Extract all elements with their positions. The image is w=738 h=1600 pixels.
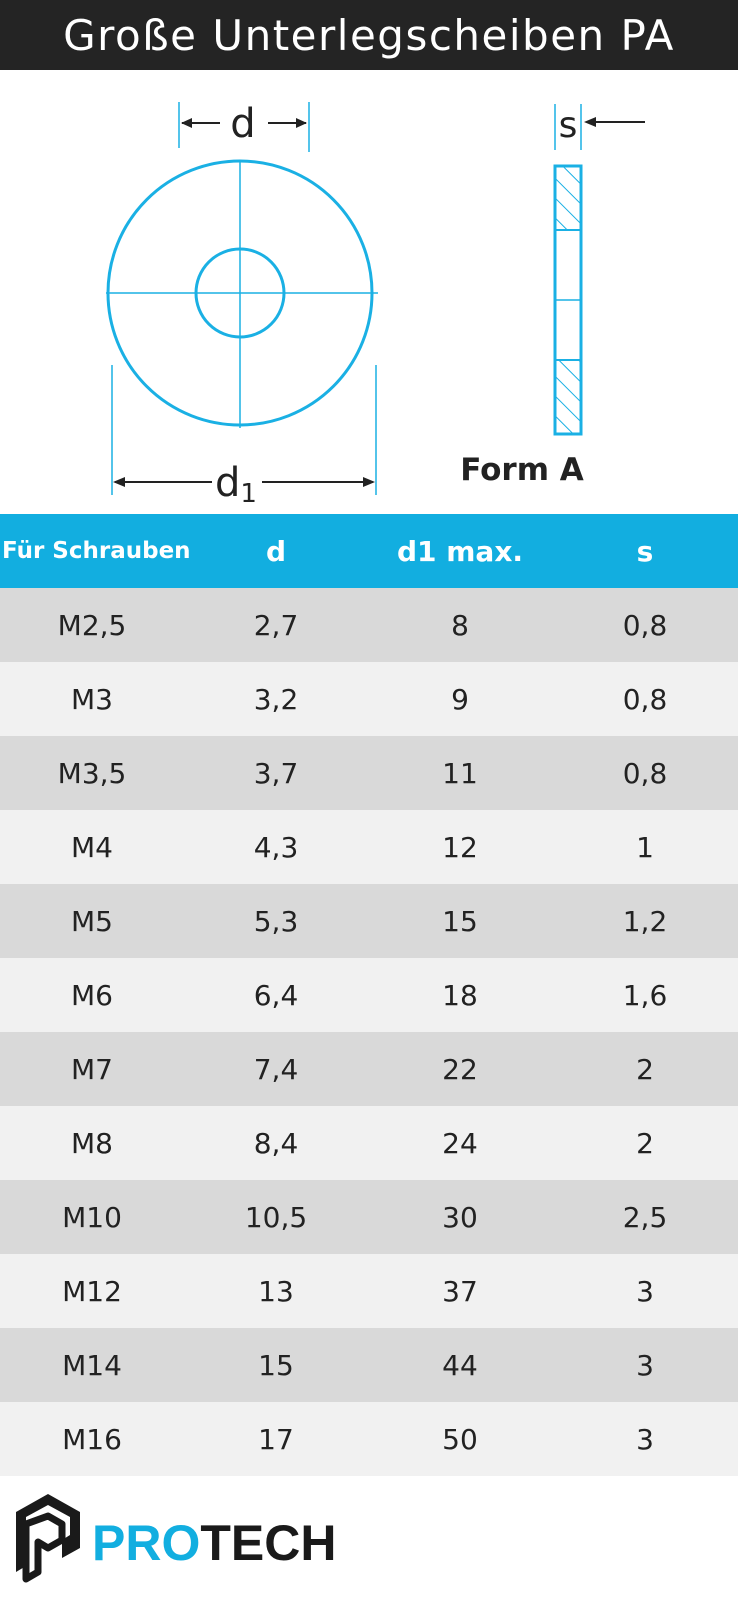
cell-d: 4,3	[253, 830, 299, 864]
table-body: M2,5 2,7 8 0,8 M3 3,2 9 0,8 M3,5 3,7 11 0,8 M4 4,3 12 1…	[0, 588, 738, 1476]
dimension-d	[178, 102, 310, 152]
cell-screw-size: M3	[71, 682, 113, 716]
cell-d1-max: 30	[442, 1200, 478, 1234]
cell-screw-size: M5	[71, 904, 113, 938]
cell-d1-max: 44	[442, 1348, 478, 1382]
title-bar: Große Unterlegscheiben PA	[0, 0, 738, 70]
dimension-s	[554, 104, 645, 150]
table-row: M3 3,2 9 0,8	[0, 662, 738, 736]
washer-technical-drawing: d d1 s Form A	[106, 101, 645, 509]
cell-s: 2	[636, 1052, 654, 1086]
cell-d: 2,7	[253, 608, 299, 642]
cell-s: 0,8	[622, 608, 668, 642]
page-title: Große Unterlegscheiben PA	[63, 10, 675, 60]
cell-d1-max: 8	[451, 608, 469, 642]
label-d: d	[230, 101, 255, 147]
cell-d1-max: 37	[442, 1274, 478, 1308]
dimension-d1	[111, 365, 377, 495]
table-row: M4 4,3 12 1	[0, 810, 738, 884]
cell-screw-size: M6	[71, 978, 113, 1012]
cell-d1-max: 9	[451, 682, 469, 716]
table-row: M3,5 3,7 11 0,8	[0, 736, 738, 810]
form-label: Form A	[460, 452, 584, 488]
cell-d: 3,7	[253, 756, 299, 790]
cell-d: 3,2	[253, 682, 299, 716]
spec-table: Für Schrauben d d1 max. s M2,5 2,7 8 0,8 M3 3…	[0, 514, 738, 1476]
table-row: M12 13 37 3	[0, 1254, 738, 1328]
table-header: Für Schrauben d d1 max. s	[0, 514, 738, 588]
cell-s: 3	[636, 1348, 654, 1382]
cell-screw-size: M4	[71, 830, 113, 864]
cell-s: 1	[636, 830, 654, 864]
cell-screw-size: M14	[62, 1348, 122, 1382]
cell-d1-max: 22	[442, 1052, 478, 1086]
cell-d1-max: 15	[442, 904, 478, 938]
cell-d: 8,4	[253, 1126, 299, 1160]
cell-screw-size: M3,5	[57, 756, 127, 790]
cell-screw-size: M10	[62, 1200, 122, 1234]
cell-d: 15	[258, 1348, 294, 1382]
cell-s: 3	[636, 1274, 654, 1308]
section-upper-hatch	[555, 166, 581, 230]
cell-d: 5,3	[253, 904, 299, 938]
cell-screw-size: M2,5	[57, 608, 127, 642]
table-row: M6 6,4 18 1,6	[0, 958, 738, 1032]
cell-d: 6,4	[253, 978, 299, 1012]
header-s: s	[636, 534, 654, 568]
cell-s: 1,2	[622, 904, 668, 938]
cell-d1-max: 50	[442, 1422, 478, 1456]
cell-s: 2,5	[622, 1200, 668, 1234]
cell-screw-size: M8	[71, 1126, 113, 1160]
header-d1-max: d1 max.	[396, 534, 524, 568]
header-d: d	[265, 534, 287, 568]
cell-d1-max: 24	[442, 1126, 478, 1160]
label-d1: d1	[215, 460, 257, 509]
cell-screw-size: M16	[62, 1422, 122, 1456]
table-row: M10 10,5 30 2,5	[0, 1180, 738, 1254]
cell-s: 2	[636, 1126, 654, 1160]
cell-s: 3	[636, 1422, 654, 1456]
table-row: M16 17 50 3	[0, 1402, 738, 1476]
cell-s: 1,6	[622, 978, 668, 1012]
table-row: M8 8,4 24 2	[0, 1106, 738, 1180]
cell-d: 17	[258, 1422, 294, 1456]
cell-d: 13	[258, 1274, 294, 1308]
washer-front-view	[106, 159, 378, 428]
cell-d1-max: 18	[442, 978, 478, 1012]
protech-logo: PROTECH	[16, 1494, 336, 1583]
cell-d: 7,4	[253, 1052, 299, 1086]
table-row: M7 7,4 22 2	[0, 1032, 738, 1106]
cell-d: 10,5	[244, 1200, 308, 1234]
cell-s: 0,8	[622, 756, 668, 790]
label-s: s	[559, 105, 578, 146]
table-row: M5 5,3 15 1,2	[0, 884, 738, 958]
cell-s: 0,8	[622, 682, 668, 716]
washer-side-view	[553, 164, 583, 436]
cell-screw-size: M12	[62, 1274, 122, 1308]
section-lower-hatch	[555, 360, 581, 434]
cell-screw-size: M7	[71, 1052, 113, 1086]
cell-d1-max: 11	[442, 756, 478, 790]
header-screws: Für Schrauben	[2, 538, 191, 564]
hexagon-p-icon	[16, 1494, 80, 1583]
cell-d1-max: 12	[442, 830, 478, 864]
logo-text: PROTECH	[92, 1515, 336, 1571]
table-row: M14 15 44 3	[0, 1328, 738, 1402]
table-row: M2,5 2,7 8 0,8	[0, 588, 738, 662]
